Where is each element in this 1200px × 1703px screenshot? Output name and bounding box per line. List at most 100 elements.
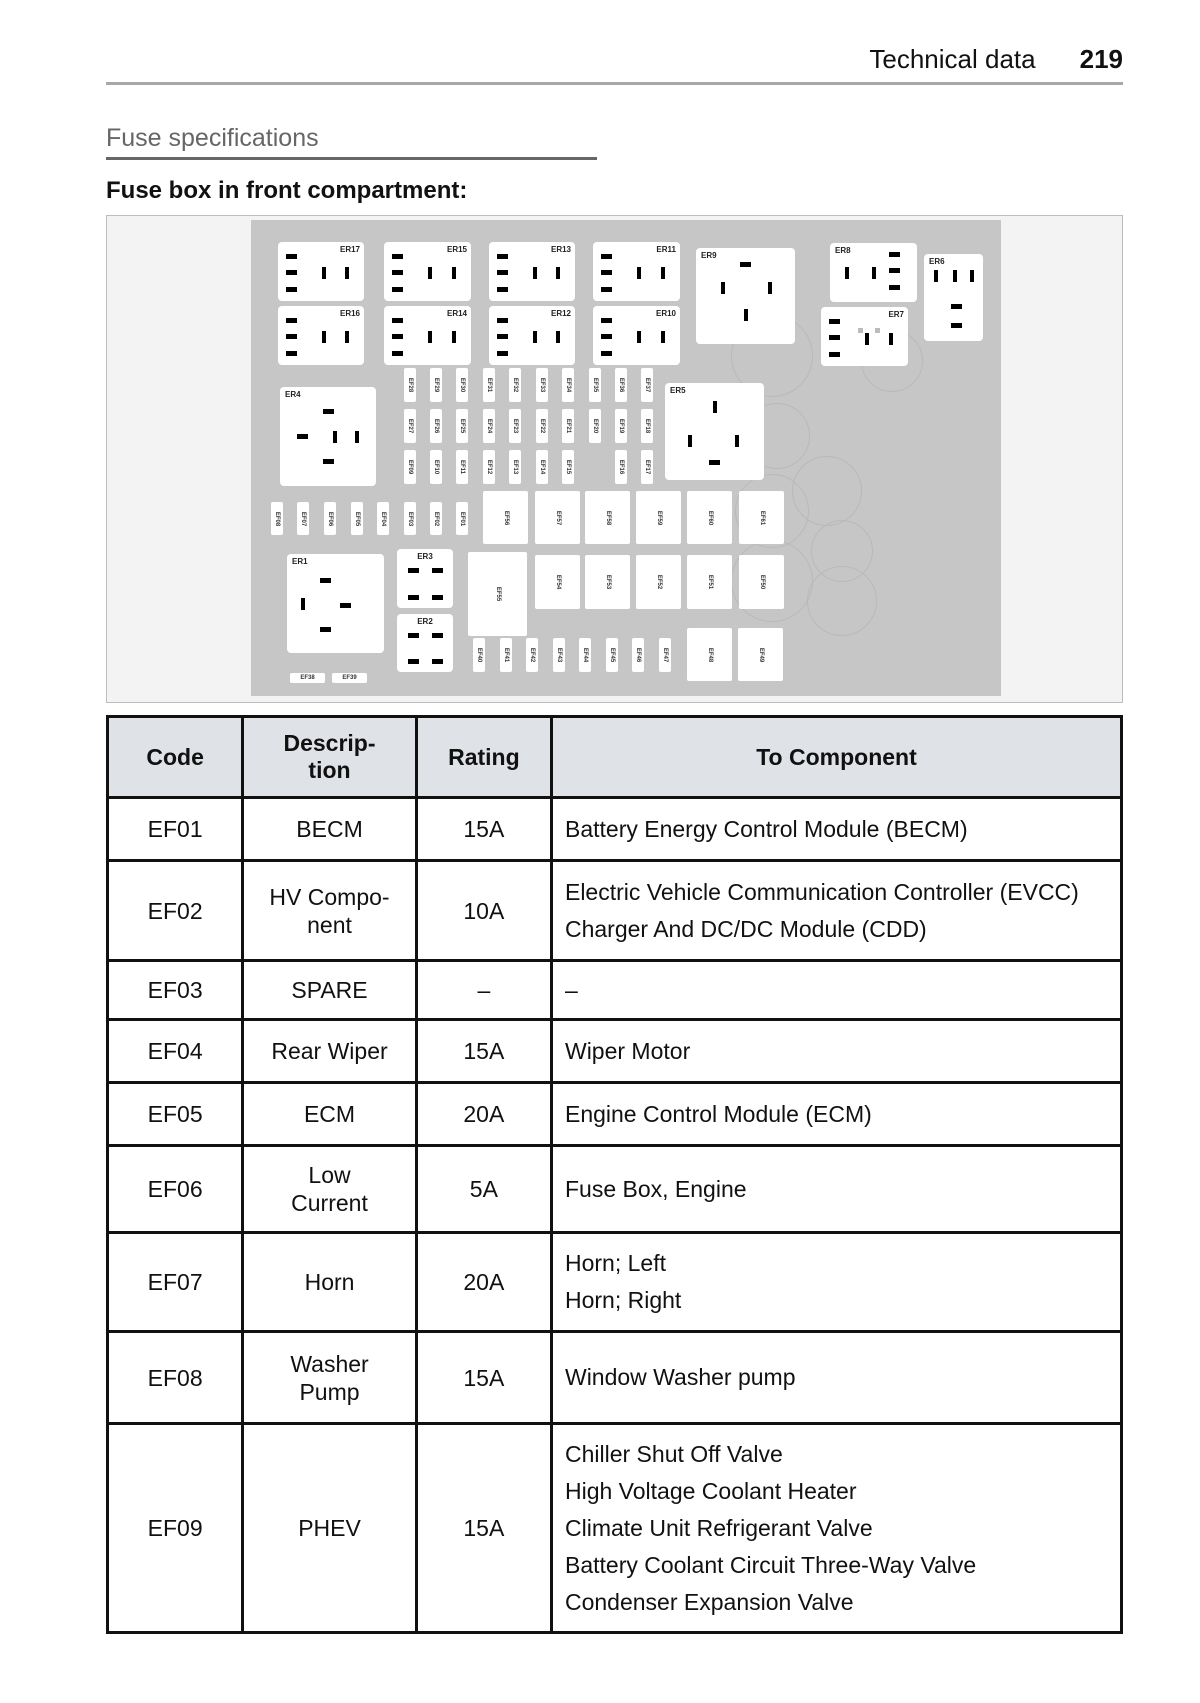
running-header: Technical data 219 (869, 44, 1123, 75)
fuse-ef38: EF38 (290, 673, 325, 683)
fuse-label: EF39 (342, 675, 357, 681)
relay-pin (286, 286, 298, 292)
cell-code: EF06 (105, 1144, 245, 1234)
cell-rating: 10A (414, 859, 553, 962)
fuse-label: EF06 (327, 511, 333, 526)
relay-label: ER4 (285, 390, 301, 399)
fuse-label: EF55 (494, 586, 501, 602)
cell-components: Chiller Shut Off Valve High Voltage Coola… (549, 1422, 1124, 1634)
fuse-ef27: EF27 (404, 409, 416, 443)
fuse-ef47: EF47 (659, 638, 671, 672)
fuse-label: EF29 (433, 377, 439, 393)
component-line: Horn; Left (564, 1250, 666, 1276)
fuse-ef11: EF11 (456, 450, 468, 484)
fuse-label: EF24 (486, 418, 492, 434)
fuse-ef28: EF28 (404, 368, 416, 402)
fuse-ef50: EF50 (739, 555, 784, 609)
fuse-ef30: EF30 (456, 368, 468, 402)
relay-er7: ER7 (821, 307, 908, 366)
relay-pin (829, 351, 841, 357)
relay-pin (637, 266, 642, 279)
fuse-label: EF15 (565, 459, 571, 475)
relay-er13: ER13 (489, 242, 575, 301)
fuse-ef44: EF44 (579, 638, 591, 672)
relay-label: ER15 (446, 245, 467, 254)
fuse-ef31: EF31 (483, 368, 495, 402)
relay-pin (601, 334, 613, 340)
relay-pin (601, 254, 613, 260)
relay-er17: ER17 (278, 242, 364, 301)
fuse-label: EF48 (706, 647, 713, 662)
fuse-label: EF01 (459, 511, 465, 526)
fuse-ef23: EF23 (509, 409, 521, 443)
cell-components: Window Washer pump (549, 1330, 1124, 1425)
fuse-label: EF28 (407, 377, 413, 393)
fuse-label: EF20 (592, 418, 598, 434)
relay-pin (601, 286, 613, 292)
fuse-ef61: EF61 (739, 491, 784, 544)
table-row: EF08 Washer Pump 15A Window Washer pump (105, 1330, 1124, 1425)
fuse-ef43: EF43 (553, 638, 565, 672)
relay-er11: ER11 (593, 242, 680, 301)
relay-label: ER16 (339, 309, 360, 318)
relay-label: ER1 (292, 557, 308, 566)
relay-pin (950, 303, 962, 309)
relay-pin (829, 319, 841, 325)
cell-description: Low Current (241, 1144, 418, 1234)
cell-rating: 20A (414, 1231, 553, 1333)
cell-description: Horn (241, 1231, 418, 1333)
cell-code: EF05 (105, 1081, 245, 1147)
table-row: EF02 HV Compo- nent 10A Electric Vehicle Co… (105, 859, 1124, 962)
relay-pin (431, 659, 443, 665)
relay-pin (431, 568, 443, 574)
cell-rating: 20A (414, 1081, 553, 1147)
cell-description: Rear Wiper (241, 1018, 418, 1084)
relay-pin (888, 252, 900, 258)
relay-pin (321, 330, 326, 343)
fuse-label: EF42 (529, 647, 535, 663)
column-header: To Component (549, 715, 1124, 799)
relay-pin (286, 318, 298, 324)
relay-pin (933, 269, 938, 282)
fuse-label: EF07 (300, 511, 306, 526)
fuse-ef57: EF57 (535, 491, 580, 544)
relay-pin (431, 594, 443, 600)
relay-pin (392, 254, 404, 260)
relay-pin (296, 434, 308, 439)
fuse-label: EF36 (618, 377, 624, 393)
fuse-label: EF16 (618, 459, 624, 475)
cell-components: Electric Vehicle Communication Controlle… (549, 859, 1124, 962)
cell-rating: – (414, 959, 553, 1021)
relay-pin (408, 659, 420, 665)
relay-label: ER9 (701, 251, 717, 260)
fuse-label: EF34 (565, 377, 571, 393)
relay-pin (720, 282, 725, 295)
relay-er12: ER12 (489, 306, 575, 365)
fuse-ef08: EF08 (271, 502, 283, 535)
background-outline (807, 566, 877, 636)
relay-pin (320, 626, 332, 632)
fuse-label: EF02 (433, 511, 439, 526)
relay-er10: ER10 (593, 306, 680, 365)
relay-pin (871, 266, 876, 279)
relay-pin (601, 270, 613, 276)
component-line: High Voltage Coolant Heater (564, 1477, 857, 1504)
table-row: EF07 Horn 20A Horn; Left Horn; Right (105, 1231, 1124, 1333)
cell-description: PHEV (241, 1422, 418, 1634)
relay-pin (392, 350, 404, 356)
relay-label: ER3 (417, 552, 433, 561)
cell-description: SPARE (241, 959, 418, 1021)
relay-pin (857, 328, 863, 334)
relay-pin (637, 330, 642, 343)
fuse-label: EF05 (354, 511, 360, 526)
fuse-label: EF37 (644, 377, 650, 393)
relay-pin (888, 333, 893, 346)
fuse-label: EF44 (582, 647, 588, 663)
fuse-ef59: EF59 (636, 491, 681, 544)
relay-pin (428, 330, 433, 343)
fuse-ef22: EF22 (536, 409, 548, 443)
fuse-label: EF19 (618, 418, 624, 434)
cell-components: Engine Control Module (ECM) (549, 1081, 1124, 1147)
fuse-label: EF27 (407, 418, 413, 434)
component-line: Climate Unit Refrigerant Valve (564, 1514, 873, 1541)
